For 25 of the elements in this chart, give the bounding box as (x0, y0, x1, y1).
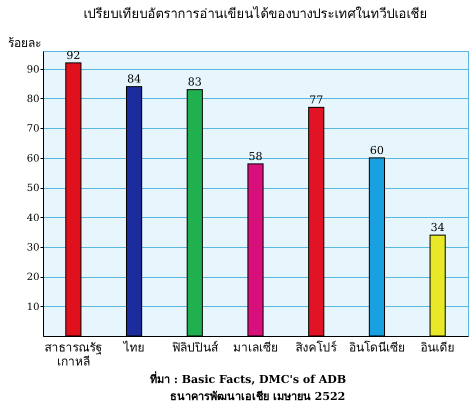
y-tick-label: 10 (26, 302, 40, 313)
data-label: 34 (430, 221, 445, 234)
y-tick-label: 40 (26, 212, 40, 224)
y-tick-label: 30 (26, 242, 40, 254)
data-label: 84 (127, 72, 142, 86)
data-label: 60 (370, 144, 384, 157)
x-tick-label: สาธารณรัฐ เกาหลี (44, 340, 102, 368)
x-tick-label: ฟิลิปปินส์ (172, 340, 219, 354)
text: ที่มา : Basic Facts, DMC's of ADB (150, 371, 348, 388)
x-tick-label: อินโดนีเซีย (348, 340, 405, 354)
y-tick-label: 70 (26, 124, 40, 135)
y-tick-label: 90 (26, 64, 40, 76)
x-tick-label: สิงคโปร์ (296, 340, 338, 354)
x-tick-label: ไทย (122, 340, 145, 354)
data-label: 92 (66, 48, 80, 62)
y-tick-label: 80 (26, 94, 40, 105)
y-axis-title: ร้อยละ (8, 36, 41, 50)
x-tick-label: มาเลเซีย (233, 340, 278, 354)
text: ธนาคารพัฒนาเอเชีย เมษายน 2522 (170, 389, 346, 405)
data-label: 83 (188, 76, 202, 89)
y-tick-label: 20 (26, 272, 40, 284)
y-tick-label: 60 (26, 153, 40, 164)
x-tick-label: อินเดีย (420, 340, 455, 354)
chart-title: เปรียบเทียบอัตราการอ่านเขียนได้ของบางประเทศในทวีปเอเชีย (84, 6, 428, 22)
y-tick-label: 50 (26, 183, 40, 194)
